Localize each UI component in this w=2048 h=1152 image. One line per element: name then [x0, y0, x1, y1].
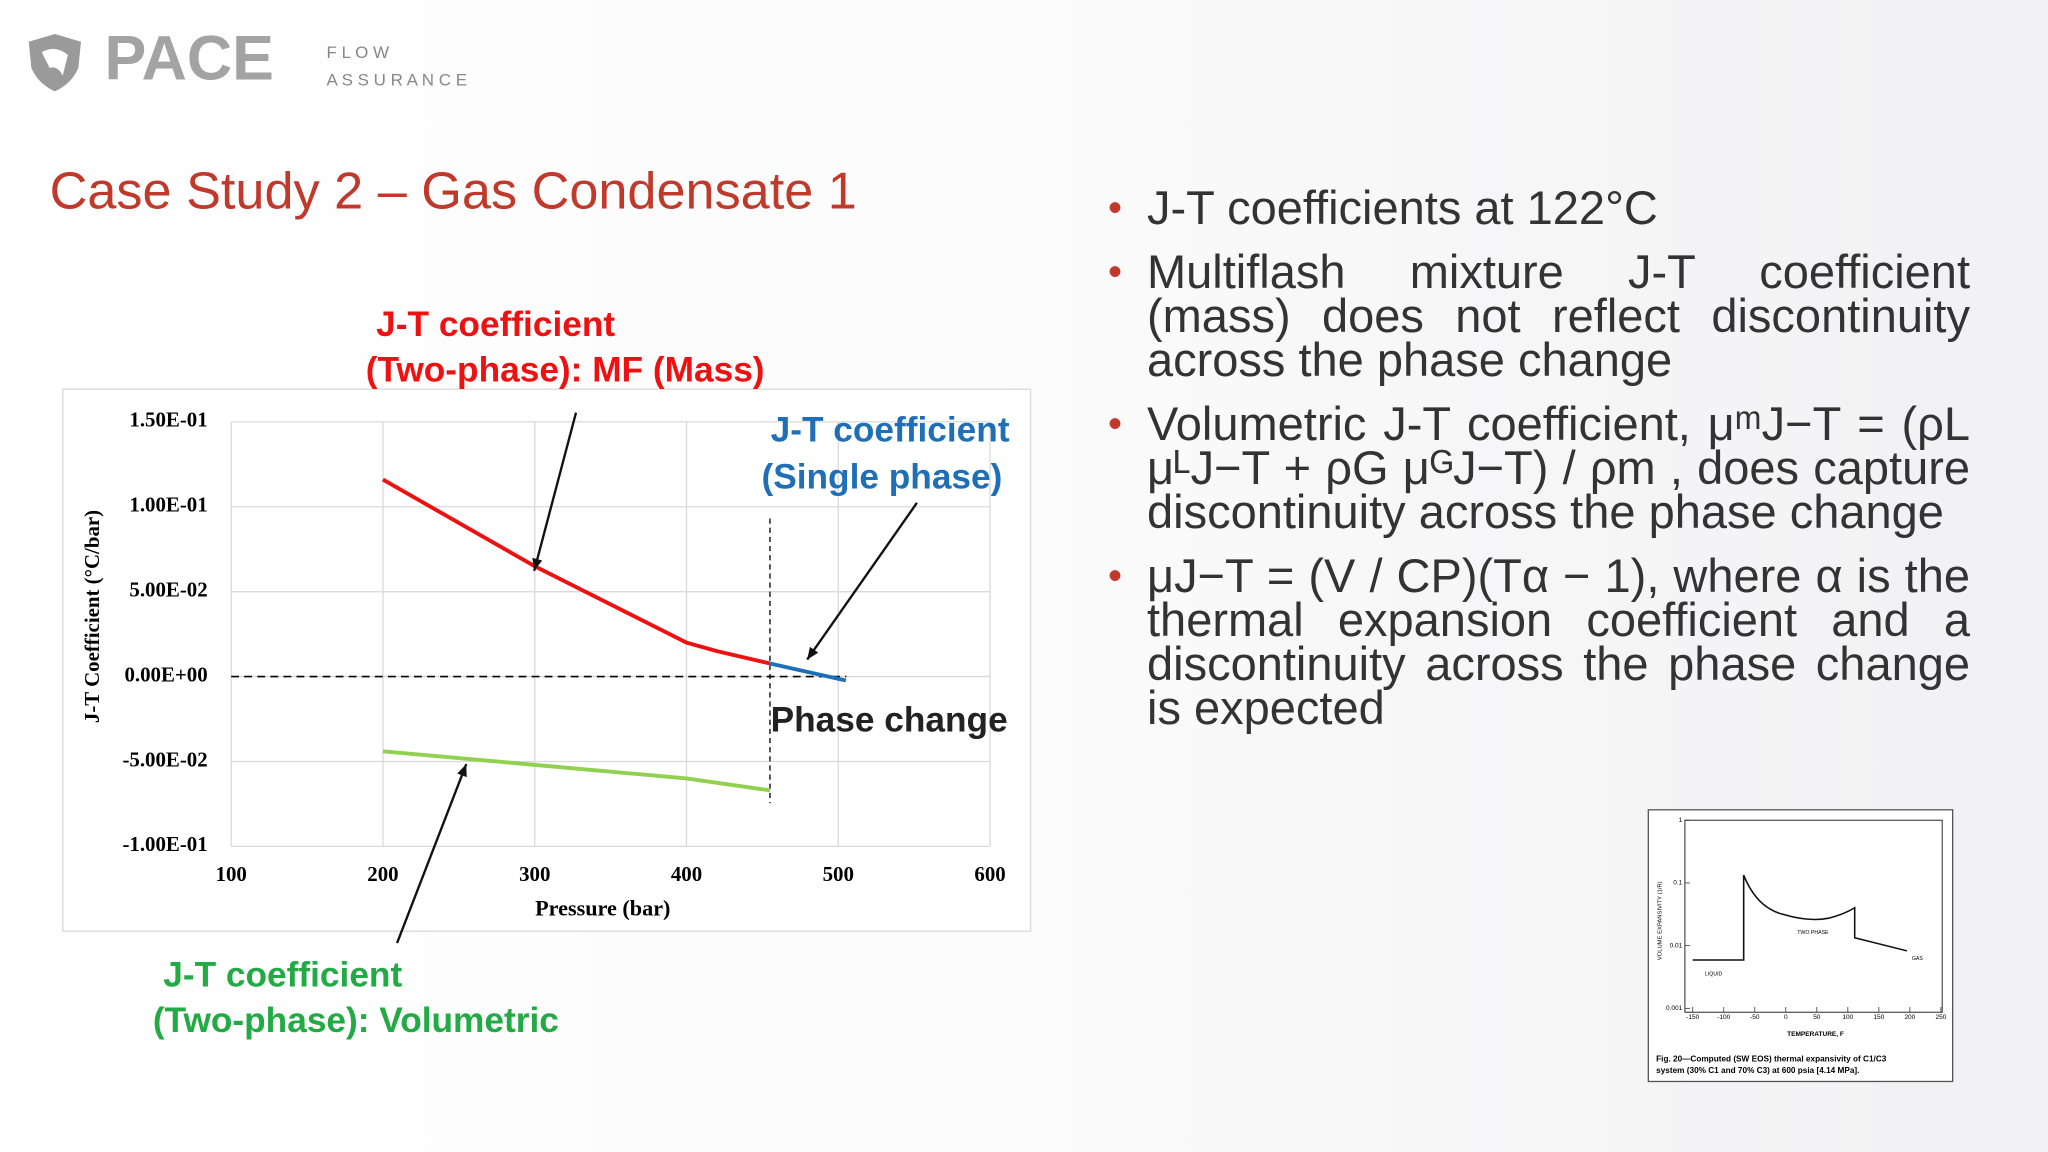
- inset-x-tick-label: 250: [1935, 1014, 1946, 1021]
- inset-plot: [1684, 819, 1943, 1013]
- inset-label: TWO PHASE: [1797, 930, 1829, 936]
- annotation: (Single phase): [761, 458, 1002, 497]
- logo-brand: PACE: [104, 23, 274, 93]
- data-line: [382, 749, 771, 793]
- chart-frame: [62, 388, 1032, 932]
- x-tick-label: 500: [823, 862, 854, 886]
- inset-curve: [1692, 874, 1908, 961]
- y-tick-label: 1.50E-01: [129, 408, 207, 432]
- data-line: [769, 661, 847, 683]
- bullet: Multiflash mixture J-T coefficient (mass…: [1108, 248, 1970, 383]
- x-tick-label: 400: [671, 862, 702, 886]
- x-tick-label: 200: [367, 862, 398, 886]
- y-tick-label: 5.00E-02: [129, 577, 207, 601]
- chart: -1.00E-01 -5.00E-02 0.00E+00 5.00E-02 1.00E-…: [80, 305, 1010, 1040]
- x-tick-label: 300: [519, 862, 550, 886]
- annotation: J-T coefficient: [163, 955, 402, 994]
- inset-x-tick-label: 50: [1813, 1014, 1821, 1021]
- logo: PACE F L O W A S S U R A N C E: [28, 23, 468, 93]
- inset-caption: Fig. 20—Computed (SW EOS) thermal expans…: [1656, 1054, 1887, 1063]
- inset-caption: system (30% C1 and 70% C3) at 600 psia […: [1656, 1066, 1859, 1075]
- inset-y-tick-label: 1: [1679, 817, 1683, 824]
- x-tick-label: 600: [974, 862, 1005, 886]
- slide-title: Case Study 2 – Gas Condensate 1: [50, 162, 857, 220]
- bullet: μJ−T = (V / CP)(Tα − 1), where α is the …: [1108, 552, 1970, 731]
- inset-x-tick-label: 100: [1842, 1014, 1853, 1021]
- annotation: (Two-phase): Volumetric: [153, 1001, 559, 1040]
- y-tick-label: -5.00E-02: [122, 747, 207, 771]
- inset-x-tick-label: 0: [1784, 1014, 1788, 1021]
- logo-line1: F L O W: [327, 43, 390, 62]
- bullet: J-T coefficients at 122°C: [1108, 184, 1970, 231]
- inset-y-tick-label: 0.01: [1670, 942, 1683, 949]
- arrow-head: [457, 764, 467, 778]
- inset-x-title: TEMPERATURE, F: [1787, 1031, 1844, 1038]
- inset-figure: -150 -100 -50 0 50 100 150 200 250 1 0.1 0.01 0.001 T…: [1647, 809, 1954, 1083]
- inset-x-tick-label: -100: [1717, 1014, 1730, 1021]
- bullet-list: J-T coefficients at 122°C Multiflash mixt…: [1108, 184, 1970, 750]
- inset-y-title: VOLUME EXPANSIVITY (1/R): [1658, 881, 1664, 960]
- annotation: (Two-phase): MF (Mass): [366, 351, 765, 390]
- arrow-head: [807, 646, 819, 660]
- bullet: Volumetric J-T coefficient, μᵐJ−T = (ρL …: [1108, 400, 1970, 535]
- annotation-arrow: [395, 763, 468, 944]
- y-tick-label: 0.00E+00: [124, 662, 207, 686]
- inset-x-tick-label: -150: [1686, 1014, 1699, 1021]
- data-line: [381, 477, 771, 666]
- y-tick-label: 1.00E-01: [129, 493, 207, 517]
- annotation: J-T coefficient: [771, 411, 1010, 450]
- annotation-arrow: [533, 412, 578, 572]
- annotation: J-T coefficient: [376, 305, 615, 344]
- annotation-arrow: [806, 502, 918, 661]
- inset-y-tick-label: 0.001: [1666, 1005, 1683, 1012]
- y-axis-title: J-T Coefficient (°C/bar): [80, 510, 104, 723]
- logo-horse: [41, 48, 68, 76]
- y-tick-label: -1.00E-01: [122, 832, 207, 856]
- inset-x-tick-label: -50: [1750, 1014, 1760, 1021]
- inset-label: LIQUID: [1705, 972, 1723, 978]
- inset-frame: [1647, 809, 1954, 1083]
- annotation: Phase change: [771, 701, 1008, 740]
- x-tick-label: 100: [216, 862, 247, 886]
- logo-line2: A S S U R A N C E: [327, 70, 468, 89]
- arrow-head: [532, 557, 543, 571]
- inset-x-tick-label: 150: [1873, 1014, 1884, 1021]
- inset-x-tick-label: 200: [1904, 1014, 1915, 1021]
- x-axis-title: Pressure (bar): [535, 895, 670, 920]
- inset-y-tick-label: 0.1: [1673, 880, 1682, 887]
- inset-label: GAS: [1912, 956, 1924, 962]
